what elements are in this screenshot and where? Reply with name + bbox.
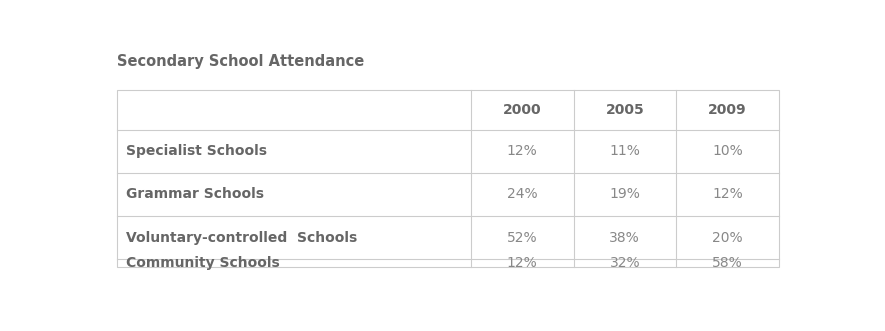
Text: Specialist Schools: Specialist Schools bbox=[127, 144, 267, 158]
Text: Voluntary-controlled  Schools: Voluntary-controlled Schools bbox=[127, 231, 358, 245]
Text: 38%: 38% bbox=[610, 231, 640, 245]
Text: 11%: 11% bbox=[610, 144, 640, 158]
Text: Secondary School Attendance: Secondary School Attendance bbox=[117, 54, 364, 69]
Text: 58%: 58% bbox=[712, 256, 743, 270]
Text: 12%: 12% bbox=[507, 256, 537, 270]
Text: Community Schools: Community Schools bbox=[127, 256, 280, 270]
Text: Grammar Schools: Grammar Schools bbox=[127, 187, 264, 202]
Text: 12%: 12% bbox=[712, 187, 743, 202]
Text: 52%: 52% bbox=[507, 231, 537, 245]
Text: 10%: 10% bbox=[712, 144, 743, 158]
Text: 2000: 2000 bbox=[503, 103, 542, 117]
Text: 2005: 2005 bbox=[605, 103, 644, 117]
Text: 12%: 12% bbox=[507, 144, 537, 158]
Text: 2009: 2009 bbox=[708, 103, 747, 117]
Text: 24%: 24% bbox=[507, 187, 537, 202]
Text: 32%: 32% bbox=[610, 256, 640, 270]
Text: 20%: 20% bbox=[712, 231, 743, 245]
Text: 19%: 19% bbox=[610, 187, 640, 202]
